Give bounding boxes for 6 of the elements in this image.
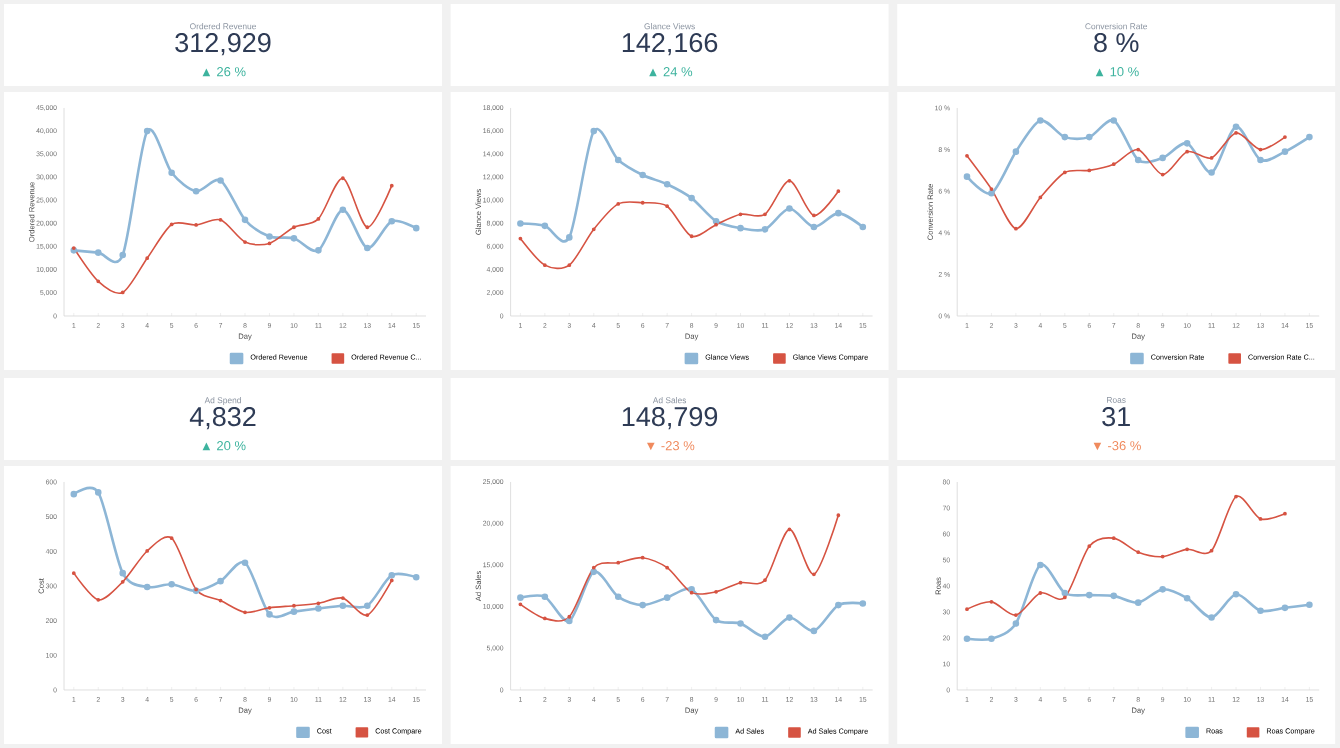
text: 148,799 <box>622 407 718 430</box>
text: 312,929 <box>175 33 271 56</box>
text: 8 % <box>1094 33 1139 53</box>
text: 142,166 <box>622 33 718 56</box>
text: 31 <box>1102 407 1130 427</box>
text: 4,832 <box>189 407 256 430</box>
